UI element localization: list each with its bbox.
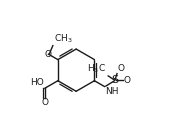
Text: O: O [45, 50, 52, 59]
Text: O: O [117, 64, 125, 73]
Text: O: O [124, 76, 131, 85]
Text: NH: NH [105, 87, 118, 96]
Text: CH$_3$: CH$_3$ [54, 32, 73, 45]
Text: S: S [112, 75, 119, 85]
Text: HO: HO [31, 78, 44, 87]
Text: H$_3$C: H$_3$C [88, 63, 106, 75]
Text: O: O [41, 98, 48, 107]
